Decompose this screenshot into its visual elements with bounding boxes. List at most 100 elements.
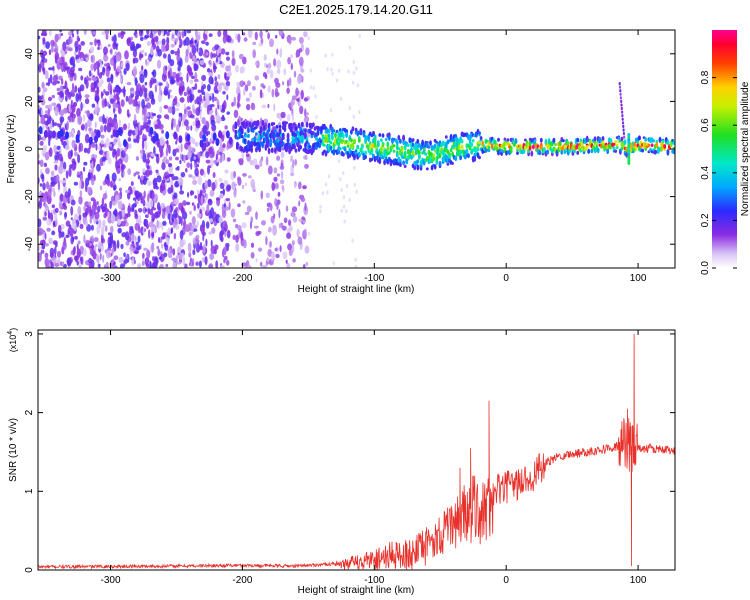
heatmap-cell (197, 89, 202, 94)
heatmap-cell (187, 151, 192, 160)
heatmap-cell (164, 171, 169, 177)
heatmap-cell (460, 139, 464, 144)
spectrogram-y-ticks: -40 -20 0 20 40 (24, 48, 675, 251)
heatmap-cell (392, 149, 396, 153)
heatmap-cell (530, 150, 534, 157)
heatmap-cell (650, 143, 654, 147)
heatmap-cell (352, 114, 355, 119)
heatmap-cell (619, 92, 622, 96)
heatmap-cell (51, 187, 56, 193)
heatmap-cell (178, 177, 184, 186)
heatmap-cell (506, 138, 510, 142)
heatmap-cell (285, 121, 288, 125)
heatmap-cell (150, 153, 155, 157)
y-tick-label: -20 (24, 189, 35, 204)
heatmap-cell (76, 260, 79, 266)
heatmap-cell (254, 31, 258, 41)
heatmap-cell (84, 94, 90, 98)
heatmap-cell (56, 80, 60, 84)
heatmap-cell (144, 34, 150, 39)
colorbar-tick-label: 0.8 (700, 70, 711, 84)
heatmap-cell (124, 50, 129, 60)
heatmap-cell (175, 73, 180, 83)
heatmap-cell (145, 58, 148, 66)
heatmap-cell (274, 247, 278, 252)
heatmap-cell (237, 33, 241, 43)
heatmap-cell (309, 85, 313, 90)
heatmap-cell (627, 135, 631, 139)
heatmap-cell (255, 258, 258, 263)
heatmap-cell (215, 89, 219, 94)
heatmap-cell (68, 47, 73, 52)
heatmap-cell (335, 78, 339, 83)
heatmap-cell (59, 30, 62, 33)
heatmap-cell (312, 122, 315, 127)
heatmap-cell (140, 198, 143, 204)
colorbar-ticks: 0.0 0.2 0.4 0.6 0.8 (700, 70, 737, 275)
heatmap-cell (63, 107, 68, 114)
heatmap-cell (302, 185, 307, 190)
heatmap-cell (75, 58, 81, 64)
heatmap-cell (125, 95, 129, 102)
heatmap-cell (43, 114, 49, 119)
colorbar: 0.0 0.2 0.4 0.6 0.8 Normalized spectral ampl… (700, 30, 750, 275)
heatmap-cell (237, 92, 241, 102)
heatmap-cell (89, 248, 93, 256)
heatmap-cell (166, 177, 169, 182)
heatmap-cell (279, 245, 282, 253)
heatmap-cell (411, 138, 415, 142)
heatmap-cell (211, 124, 217, 132)
heatmap-cell (300, 124, 304, 127)
heatmap-cell (117, 158, 123, 165)
heatmap-cell (221, 153, 225, 162)
heatmap-cell (116, 65, 122, 73)
heatmap-cell (211, 53, 217, 58)
heatmap-cell (621, 110, 624, 114)
heatmap-cell (102, 156, 106, 163)
heatmap-cell (65, 131, 69, 140)
heatmap-cell (236, 141, 239, 147)
heatmap-cell (195, 121, 201, 129)
heatmap-cell (102, 114, 105, 125)
heatmap-cell (105, 68, 110, 78)
heatmap-cell (104, 30, 110, 35)
heatmap-cell (345, 132, 348, 138)
y-tick-label: 1 (24, 488, 35, 494)
heatmap-cell (75, 134, 80, 142)
heatmap-cell (288, 219, 292, 226)
heatmap-cell (345, 184, 349, 189)
heatmap-cell (199, 189, 203, 197)
heatmap-cell (268, 226, 272, 233)
heatmap-cell (399, 162, 402, 168)
heatmap-cell (286, 262, 291, 268)
heatmap-cell (468, 146, 472, 151)
heatmap-cell (134, 126, 139, 136)
heatmap-cell (129, 246, 134, 251)
heatmap-cell (103, 213, 107, 219)
heatmap-cell (191, 202, 195, 206)
heatmap-cell (173, 209, 178, 219)
heatmap-cell (289, 225, 293, 232)
heatmap-cell (244, 211, 250, 216)
heatmap-cell (252, 49, 256, 59)
heatmap-cell (292, 112, 294, 123)
heatmap-cell (213, 96, 218, 102)
heatmap-cell (61, 261, 65, 266)
heatmap-cell (44, 151, 50, 161)
heatmap-cell (52, 240, 58, 246)
heatmap-cell (108, 243, 111, 249)
heatmap-cell (99, 62, 103, 69)
heatmap-cell (117, 127, 122, 136)
heatmap-cell (187, 145, 193, 152)
heatmap-cell (165, 205, 171, 214)
heatmap-cell (421, 139, 424, 147)
heatmap-cell (177, 65, 181, 72)
heatmap-cell (348, 198, 351, 202)
heatmap-cell (183, 91, 187, 97)
heatmap-cell (622, 128, 625, 132)
heatmap-cell (138, 121, 141, 131)
heatmap-cell (88, 70, 92, 77)
heatmap-cell (226, 229, 231, 239)
snr-x-label: Height of straight line (km) (298, 585, 415, 596)
heatmap-cell (174, 107, 180, 112)
